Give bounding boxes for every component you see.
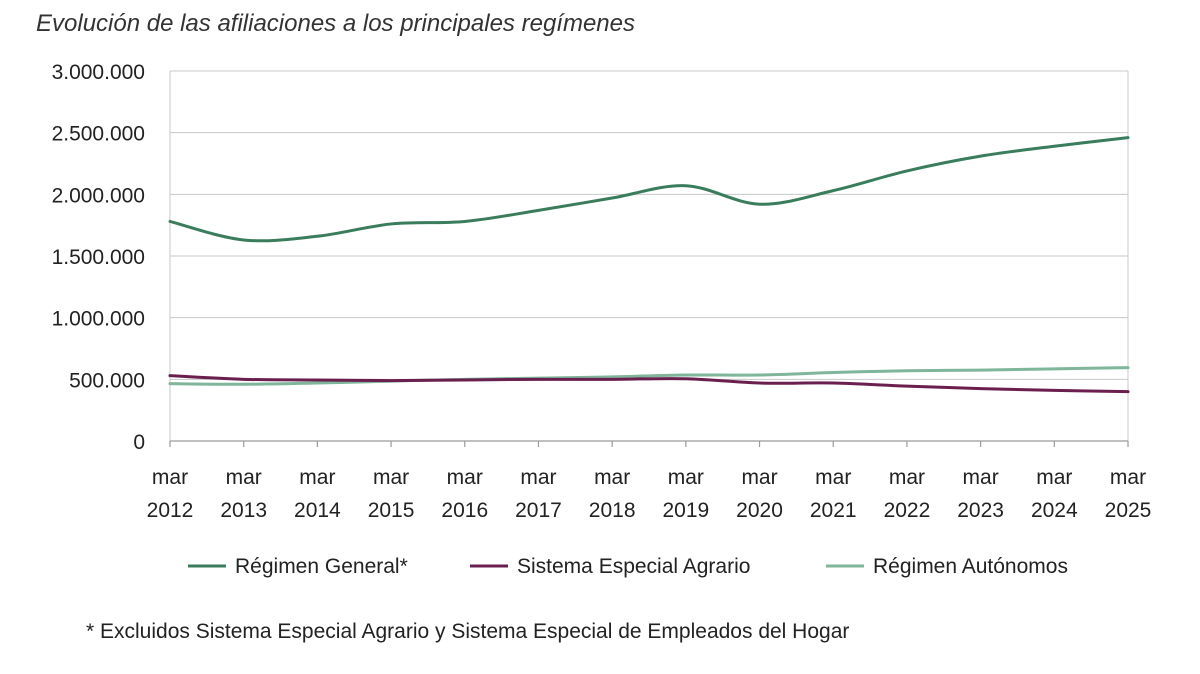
- y-axis: 0 500.000 1.000.000 1.500.000 2.000.000 2.500…: [52, 61, 171, 454]
- x-tick-label-month: mar: [447, 466, 483, 489]
- x-tick-label-month: mar: [226, 466, 262, 489]
- legend-label: Sistema Especial Agrario: [517, 555, 750, 578]
- gridlines: [170, 70, 1129, 441]
- y-tick-label: 500.000: [69, 369, 145, 392]
- legend-label: Régimen Autónomos: [873, 555, 1068, 578]
- x-tick-label-year: 2025: [1105, 499, 1152, 522]
- x-tick-label-month: mar: [373, 466, 409, 489]
- x-tick-label-month: mar: [152, 466, 188, 489]
- legend: Régimen General* Sistema Especial Agrario…: [188, 555, 1068, 578]
- y-tick-label: 2.000.000: [52, 184, 145, 207]
- y-tick-label: 3.000.000: [52, 61, 145, 84]
- x-tick-label-year: 2013: [220, 499, 267, 522]
- x-tick-label-month: mar: [963, 466, 999, 489]
- chart-title: Evolución de las afiliaciones a los prin…: [36, 10, 635, 37]
- x-tick-label-year: 2014: [294, 499, 341, 522]
- y-tick-label: 1.500.000: [52, 246, 145, 269]
- x-tick-label-year: 2024: [1031, 499, 1078, 522]
- y-tick-label: 1.000.000: [52, 308, 145, 331]
- x-tick-label-year: 2016: [441, 499, 488, 522]
- x-tick-label-year: 2021: [810, 499, 857, 522]
- y-tick-label: 0: [133, 431, 145, 454]
- x-tick-label-year: 2015: [368, 499, 415, 522]
- x-tick-label-year: 2022: [884, 499, 931, 522]
- x-tick-label-year: 2020: [736, 499, 783, 522]
- x-tick-label-month: mar: [741, 466, 777, 489]
- x-tick-label-month: mar: [299, 466, 335, 489]
- x-axis: mar 2012 mar 2013 mar 2014 mar 2015 mar 2016 mar 20…: [147, 440, 1152, 522]
- legend-label: Régimen General*: [235, 555, 408, 578]
- x-tick-label-month: mar: [520, 466, 556, 489]
- series-line-2: [168, 366, 1130, 386]
- x-tick-label-month: mar: [1110, 466, 1146, 489]
- x-tick-label-year: 2023: [957, 499, 1004, 522]
- series-line-1: [168, 374, 1130, 394]
- x-tick-label-year: 2019: [662, 499, 709, 522]
- x-tick-label-year: 2018: [589, 499, 636, 522]
- x-tick-label-year: 2012: [147, 499, 194, 522]
- x-tick-label-month: mar: [1036, 466, 1072, 489]
- series-line-0: [168, 136, 1130, 243]
- x-tick-label-month: mar: [594, 466, 630, 489]
- x-tick-label-month: mar: [815, 466, 851, 489]
- series-lines: [168, 136, 1130, 394]
- x-tick-label-month: mar: [889, 466, 925, 489]
- footnote: * Excluidos Sistema Especial Agrario y S…: [86, 620, 850, 643]
- x-tick-label-year: 2017: [515, 499, 562, 522]
- y-tick-label: 2.500.000: [52, 123, 145, 146]
- x-tick-label-month: mar: [668, 466, 704, 489]
